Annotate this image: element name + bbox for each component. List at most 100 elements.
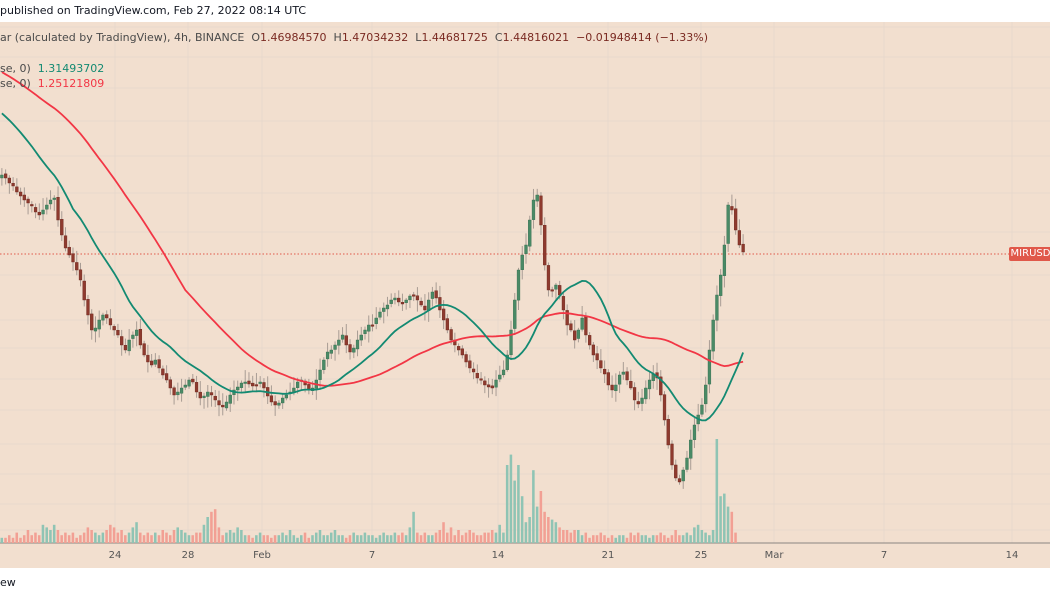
candle-up (726, 204, 730, 244)
candle-down (273, 401, 277, 406)
x-tick-label: 28 (181, 550, 195, 561)
candle-down (191, 378, 195, 383)
candle-up (501, 369, 506, 376)
candle-up (692, 424, 697, 440)
volume-bar (719, 496, 722, 543)
candle-down (108, 318, 113, 326)
candle-up (494, 379, 498, 388)
candle-down (217, 400, 221, 406)
candle-up (707, 349, 712, 385)
candle-down (737, 230, 742, 246)
volume-bar (535, 506, 539, 543)
volume-bar (573, 530, 576, 543)
volume-bar (681, 535, 685, 543)
x-tick-label: 24 (108, 550, 122, 561)
chart-canvas[interactable] (0, 22, 1050, 568)
ma-fast-label: se, 0) (0, 62, 31, 75)
candle-up (715, 294, 719, 321)
volume-bar (378, 535, 382, 543)
volume-bar (449, 527, 453, 543)
volume-bar (161, 530, 165, 543)
candle-up (258, 381, 262, 384)
volume-bar (30, 535, 33, 543)
ma-fast-legend: se, 0) 1.31493702 (0, 62, 104, 75)
volume-bar (513, 480, 516, 543)
candle-down (629, 381, 633, 389)
candle-up (127, 339, 131, 352)
candle-up (325, 351, 330, 360)
volume-bar (82, 532, 86, 543)
volume-bar (127, 532, 131, 543)
candle-up (722, 244, 727, 276)
volume-bar (457, 530, 460, 543)
volume-bar (393, 532, 397, 543)
volume-bar (153, 532, 157, 543)
volume-bar (547, 517, 550, 543)
volume-bar (195, 532, 198, 543)
candle-down (449, 329, 453, 341)
volume-bar (150, 535, 153, 543)
candle-down (584, 316, 588, 336)
volume-bar (416, 532, 419, 543)
candle-down (550, 289, 554, 292)
volume-bar (427, 535, 430, 543)
volume-bar (101, 532, 105, 543)
volume-bar (663, 535, 666, 543)
volume-bar (610, 535, 614, 543)
volume-bar (296, 537, 299, 543)
volume-bar (704, 532, 707, 543)
candle-down (138, 328, 143, 346)
volume-bar (633, 535, 636, 543)
volume-bar (472, 532, 475, 543)
volume-bar (45, 527, 48, 543)
volume-bar (281, 532, 284, 543)
price-chart[interactable]: ar (calculated by TradingView), 4h, BINA… (0, 22, 1050, 568)
volume-bar (131, 527, 135, 543)
volume-bar (404, 535, 408, 543)
volume-bar (562, 530, 565, 543)
volume-bar (730, 511, 734, 543)
volume-bar (109, 524, 112, 543)
candle-down (247, 380, 251, 385)
volume-bar (539, 491, 543, 543)
candle-down (60, 219, 64, 236)
volume-bar (524, 522, 528, 543)
volume-bar (228, 530, 232, 543)
candle-up (277, 402, 281, 406)
volume-bar (532, 470, 535, 543)
volume-bar (438, 530, 442, 543)
volume-bar (168, 535, 172, 543)
candle-down (610, 384, 614, 391)
candle-down (438, 297, 442, 311)
volume-bar (64, 532, 67, 543)
candle-up (393, 297, 397, 301)
low-value: 1.44681725 (421, 31, 488, 44)
volume-bar (565, 530, 569, 543)
candle-up (689, 439, 693, 459)
volume-bar (367, 535, 370, 543)
volume-bar (509, 454, 513, 543)
volume-bar (674, 530, 677, 543)
volume-bar (689, 535, 692, 543)
volume-bar (139, 532, 142, 543)
volume-bar (213, 509, 217, 543)
volume-bar (734, 532, 737, 543)
volume-bar (374, 537, 378, 543)
candle-down (26, 198, 30, 204)
candle-up (322, 359, 326, 370)
volume-bar (494, 532, 498, 543)
candle-down (15, 186, 19, 193)
candle-up (337, 339, 341, 346)
x-tick-label: 7 (368, 550, 376, 561)
volume-bar (183, 532, 187, 543)
volume-bar (708, 535, 711, 543)
candle-down (565, 310, 569, 326)
volume-bar (670, 535, 674, 543)
volume-bar (172, 530, 176, 543)
candle-down (486, 384, 491, 388)
candle-down (569, 323, 573, 331)
candle-up (509, 329, 513, 356)
candle-up (333, 344, 337, 350)
candle-up (711, 319, 715, 352)
symbol-legend: ar (calculated by TradingView), 4h, BINA… (0, 31, 708, 44)
